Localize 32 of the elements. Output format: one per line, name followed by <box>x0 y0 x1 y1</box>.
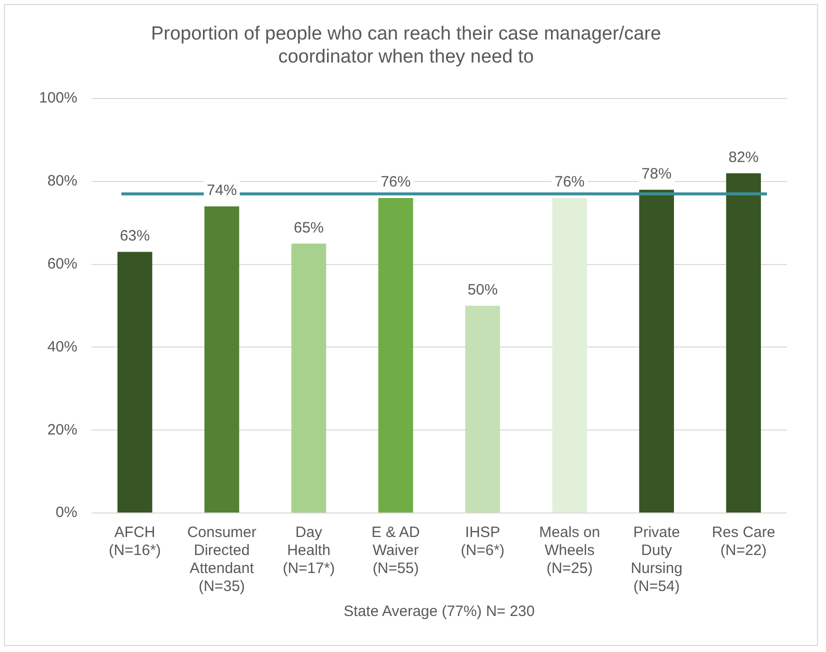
data-label: 65% <box>294 219 324 236</box>
data-label: 50% <box>468 281 498 298</box>
x-tick-label: AFCH (N=16*) <box>108 524 161 560</box>
bar <box>117 252 152 512</box>
x-tick-label: E & AD Waiver (N=55) <box>372 524 420 578</box>
x-tick-label: Meals on Wheels (N=25) <box>539 524 600 578</box>
chart-title: Proportion of people who can reach their case manager/care coordinator when they need to <box>150 24 662 68</box>
y-tick-label: 100% <box>38 90 78 107</box>
y-tick-label: 80% <box>47 172 78 190</box>
data-label: 78% <box>642 165 672 182</box>
y-tick-label: 40% <box>47 338 78 356</box>
data-label: 82% <box>728 148 759 166</box>
bar <box>465 306 500 512</box>
x-axis-title: State Average (77%) N= 230 <box>344 603 535 620</box>
data-label: 76% <box>554 174 585 191</box>
y-tick-label: 0% <box>56 504 78 522</box>
data-label: 63% <box>120 228 150 245</box>
bar <box>204 206 240 512</box>
x-tick-label: Day Health (N=17*) <box>282 524 335 578</box>
x-tick-label: Res Care (N=22) <box>712 524 776 560</box>
x-tick-label: Private Duty Nursing (N=54) <box>630 524 682 596</box>
data-label: 74% <box>206 182 237 199</box>
bar <box>726 173 761 512</box>
x-tick-label: IHSP (N=6*) <box>460 524 505 560</box>
data-label: 76% <box>380 174 411 191</box>
bar <box>639 190 674 512</box>
x-tick-label: Consumer Directed Attendant (N=35) <box>187 524 256 596</box>
bar <box>552 198 588 512</box>
bar <box>378 198 414 512</box>
y-tick-label: 20% <box>47 421 78 438</box>
y-tick-label: 60% <box>47 256 78 272</box>
bar <box>291 244 326 512</box>
